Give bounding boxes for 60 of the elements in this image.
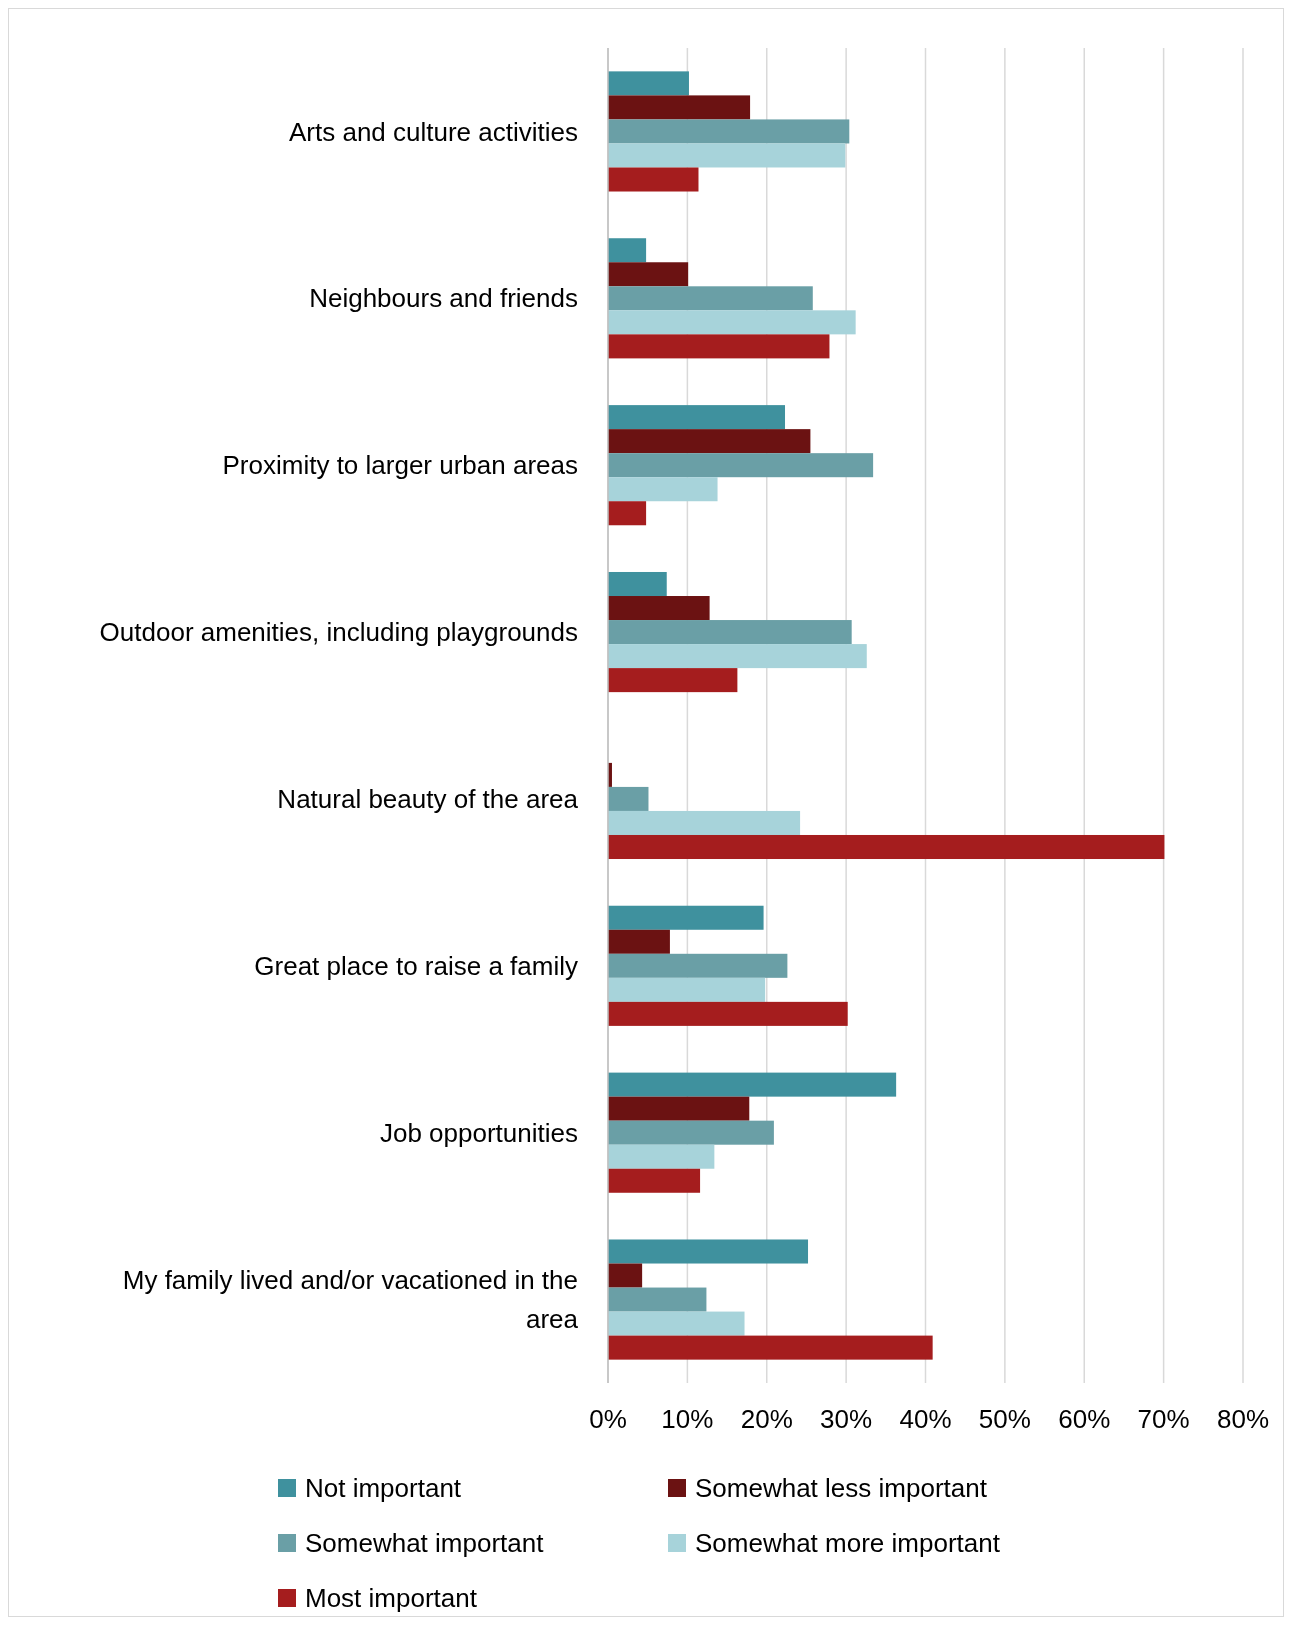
y-tick-label: My family lived and/or vacationed in the area: [122, 1265, 579, 1335]
x-tick-label: 40%: [899, 1404, 952, 1434]
bar: [608, 834, 1165, 860]
bar: [608, 405, 786, 430]
x-tick-label: 10%: [661, 1404, 714, 1434]
bar: [608, 119, 850, 144]
bar: [608, 429, 811, 454]
bar: [608, 1335, 933, 1360]
legend-label: Somewhat important: [305, 1528, 545, 1558]
y-tick-label: Great place to raise a family: [254, 950, 578, 981]
bar: [608, 668, 738, 693]
y-tick-label: Job opportunities: [379, 1117, 578, 1148]
bar: [608, 571, 667, 597]
bar: [608, 1287, 707, 1312]
legend-label: Not important: [305, 1473, 462, 1503]
y-tick-label: Outdoor amenities, including playgrounds: [99, 617, 578, 648]
bar: [608, 1001, 848, 1026]
bar: [608, 1239, 809, 1264]
bar: [608, 1311, 745, 1336]
y-tick-label: Natural beauty of the area: [277, 784, 579, 815]
bar: [608, 596, 710, 621]
bar: [608, 453, 874, 478]
bar: [608, 1120, 774, 1145]
bar: [608, 1096, 750, 1121]
y-tick-label: Arts and culture activities: [288, 116, 578, 147]
legend-label: Somewhat less important: [695, 1473, 988, 1503]
bar: [608, 501, 647, 526]
bar: [608, 238, 647, 263]
bar: [608, 262, 689, 287]
bar: [608, 620, 852, 645]
bar: [608, 310, 856, 335]
bar: [608, 334, 830, 359]
bar: [608, 1168, 701, 1193]
x-tick-label: 70%: [1137, 1404, 1190, 1434]
x-tick-label: 0%: [589, 1404, 627, 1434]
x-tick-label: 80%: [1216, 1404, 1270, 1434]
x-tick-label: 50%: [978, 1404, 1031, 1434]
bar: [608, 953, 788, 978]
y-tick-label: Proximity to larger urban areas: [222, 450, 578, 481]
bar: [608, 905, 764, 930]
bar: [608, 929, 670, 954]
bar: [608, 95, 751, 120]
bar: [608, 810, 801, 835]
bar: [608, 477, 718, 502]
bar: [608, 167, 699, 192]
bar: [608, 786, 649, 811]
x-tick-label: 60%: [1058, 1404, 1111, 1434]
legend-label: Most important: [305, 1583, 478, 1613]
bar: [608, 1072, 897, 1097]
bar: [608, 644, 867, 669]
legend-label: Somewhat more important: [695, 1528, 1001, 1558]
bar: [608, 1263, 643, 1288]
bar: [608, 1144, 715, 1169]
bar: [608, 977, 766, 1002]
bar: [608, 286, 813, 311]
bar: [608, 143, 846, 168]
x-tick-label: 20%: [740, 1404, 793, 1434]
bar: [608, 71, 689, 96]
x-tick-label: 30%: [820, 1404, 873, 1434]
y-tick-label: Neighbours and friends: [309, 283, 578, 314]
